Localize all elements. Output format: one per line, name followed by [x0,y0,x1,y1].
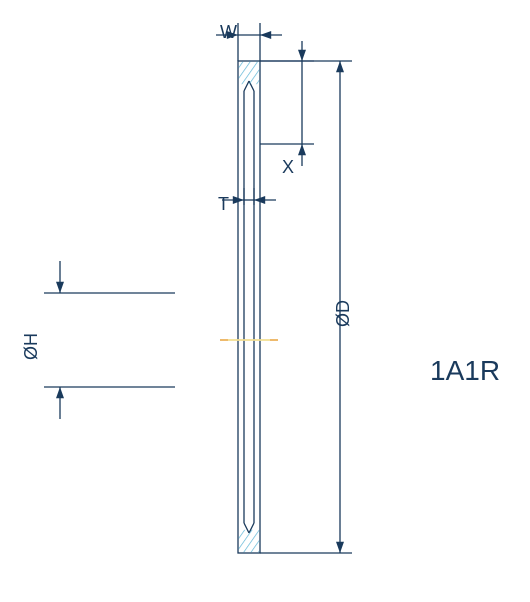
label-w: W [220,22,237,43]
label-d: ØD [333,300,354,327]
technical-drawing [0,0,530,602]
label-x: X [282,157,294,178]
label-t: T [218,194,229,215]
label-h: ØH [21,333,42,360]
label-title: 1A1R [430,355,500,387]
